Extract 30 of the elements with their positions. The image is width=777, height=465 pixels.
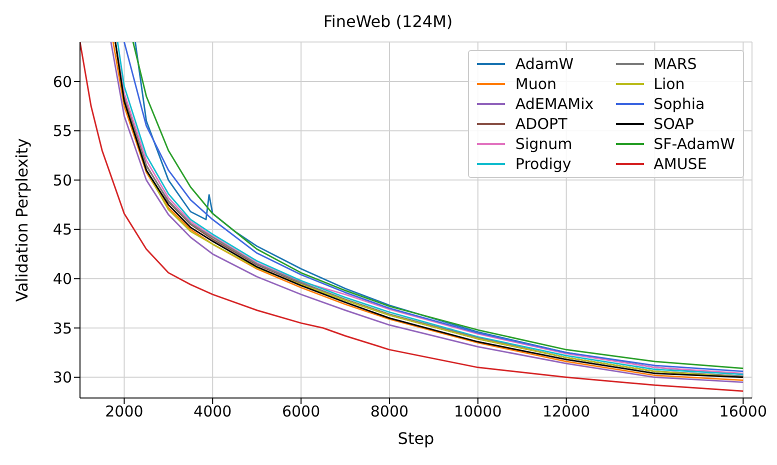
legend-label: SF-AdamW <box>654 135 735 153</box>
legend-label: Muon <box>515 75 557 93</box>
chart-title: FineWeb (124M) <box>322 11 454 33</box>
x-tick-label: 6000 <box>282 402 320 421</box>
x-tick-label: 16000 <box>719 402 768 421</box>
legend-label: AMUSE <box>654 155 707 173</box>
x-tick-label: 8000 <box>370 402 409 421</box>
x-tick-label: 12000 <box>542 402 590 421</box>
y-axis-title: Validation Perplexity <box>12 138 32 302</box>
x-tick-label: 10000 <box>454 402 502 421</box>
y-tick-label: 45 <box>52 220 72 239</box>
legend-label: Prodigy <box>515 155 572 173</box>
y-tick-label: 30 <box>52 368 72 387</box>
y-tick-label: 35 <box>52 319 72 338</box>
legend-label: AdEMAMix <box>515 95 594 113</box>
legend-label: SOAP <box>654 115 694 133</box>
x-tick-label: 4000 <box>194 402 232 421</box>
legend-label: Signum <box>515 135 572 153</box>
y-tick-label: 50 <box>52 171 72 190</box>
legend-label: AdamW <box>515 55 574 73</box>
y-tick-label: 40 <box>52 270 72 288</box>
y-tick-label: 60 <box>52 72 72 91</box>
x-tick-label: 14000 <box>630 402 679 421</box>
legend-label: Lion <box>654 75 685 93</box>
legend-label: Sophia <box>654 95 705 113</box>
x-tick-label: 2000 <box>105 402 144 421</box>
y-tick-label: 55 <box>52 122 72 140</box>
legend-label: MARS <box>654 55 697 73</box>
legend-label: ADOPT <box>515 115 568 133</box>
x-axis-title: Step <box>398 429 434 448</box>
